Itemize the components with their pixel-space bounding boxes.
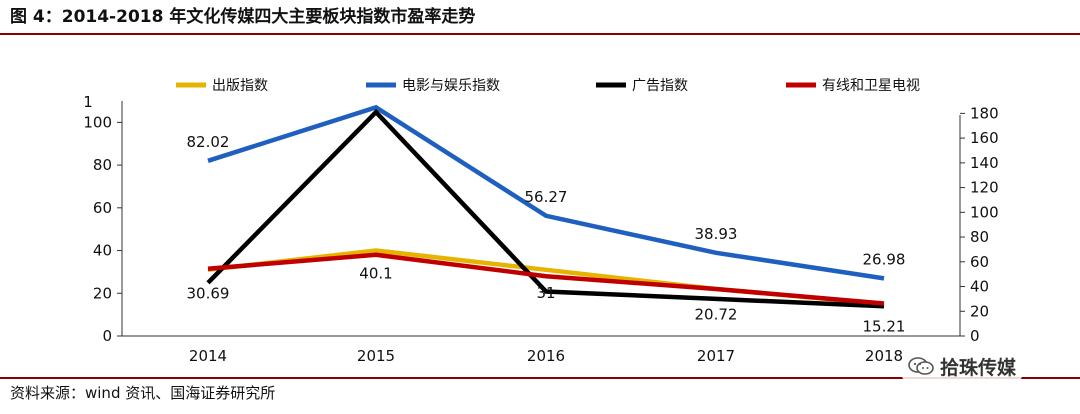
x-tick-label: 2015 [357,347,395,365]
y-right-tick-label: 60 [970,253,989,271]
source-note: 资料来源：wind 资讯、国海证券研究所 [10,384,276,402]
wechat-icon [908,357,934,375]
data-label: 56.27 [525,188,568,206]
legend-label: 出版指数 [212,78,268,94]
chart-data-labels: 82.02 30.69 40.1 56.27 31 38.93 20.72 26.98 15.2… [187,133,906,336]
y-right-tick-label: 40 [970,278,989,296]
data-label: 40.1 [359,264,392,282]
y-left-tick-label: 100 [83,113,112,131]
data-label: 31 [536,284,555,302]
y-right-tick-label: 100 [970,203,999,221]
legend-label: 电影与娱乐指数 [402,78,500,94]
data-label: 15.21 [863,318,906,336]
x-tick-label: 2014 [189,347,227,365]
line-chart: 出版指数 电影与娱乐指数 广告指数 有线和卫星电视 0 20 40 60 80 100 1 0 20 4… [83,78,998,365]
y-right-tick-label: 180 [970,104,999,122]
data-label: 20.72 [695,306,738,324]
legend-label: 有线和卫星电视 [822,78,920,94]
x-tick-label: 2017 [697,347,735,365]
data-label: 30.69 [187,284,230,302]
bottom-divider [0,377,1080,379]
chart-series [206,104,885,309]
y-left-tick-label: 40 [93,242,112,260]
figure-title: 图 4：2014-2018 年文化传媒四大主要板块指数市盈率走势 [10,7,476,27]
x-tick-label: 2018 [865,347,903,365]
chart-legend: 出版指数 电影与娱乐指数 广告指数 有线和卫星电视 [176,78,920,94]
series-line [206,108,885,309]
watermark: 拾珠传媒 [902,352,1023,380]
y-right-tick-label: 140 [970,154,999,172]
series-line [207,104,885,281]
y-right-tick-label: 0 [970,327,980,345]
y-right-tick-label: 80 [970,228,989,246]
series-line [207,252,885,306]
y-left-tick-label: 0 [102,327,112,345]
chart-axes: 0 20 40 60 80 100 1 0 20 40 60 80 100 120 140 160 180 201… [83,93,998,365]
top-divider [0,33,1080,35]
y-left-tick-label: 1 [83,93,93,111]
y-right-tick-label: 20 [970,302,989,320]
y-left-tick-label: 60 [93,199,112,217]
y-left-tick-label: 20 [93,284,112,302]
data-label: 38.93 [695,225,738,243]
y-right-tick-label: 160 [970,129,999,147]
data-label: 26.98 [863,250,906,268]
legend-label: 广告指数 [632,78,688,94]
y-left-tick-label: 80 [93,156,112,174]
watermark-text: 拾珠传媒 [940,356,1017,379]
data-label: 82.02 [187,133,230,151]
x-tick-label: 2016 [527,347,565,365]
y-right-tick-label: 120 [970,179,999,197]
